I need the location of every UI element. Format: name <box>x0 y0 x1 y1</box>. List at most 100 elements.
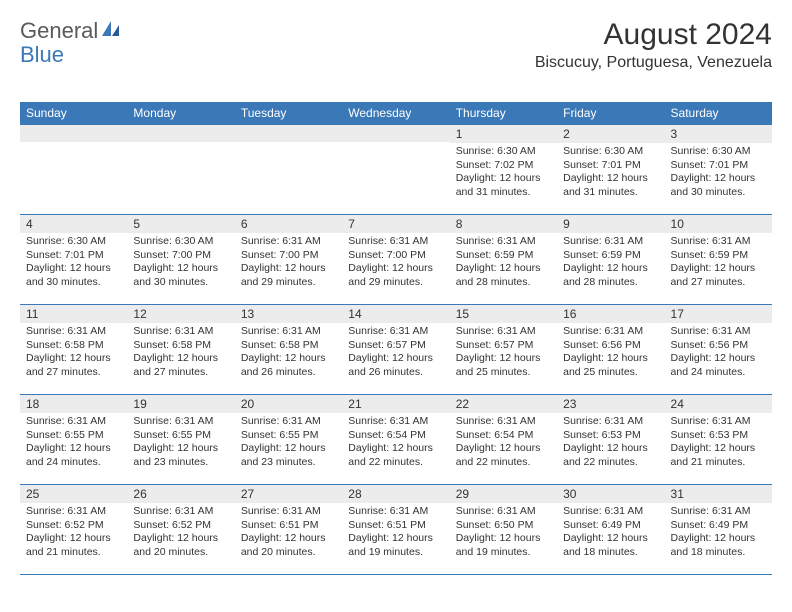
day-number: 10 <box>665 215 772 233</box>
day-number: 7 <box>342 215 449 233</box>
day-cell: 18Sunrise: 6:31 AMSunset: 6:55 PMDayligh… <box>20 395 127 485</box>
day-info: Sunrise: 6:31 AMSunset: 6:49 PMDaylight:… <box>557 503 664 564</box>
day-number: 22 <box>450 395 557 413</box>
day-number: 12 <box>127 305 234 323</box>
logo-blue-wrap: Blue <box>20 42 64 68</box>
calendar-table: Sunday Monday Tuesday Wednesday Thursday… <box>20 102 772 575</box>
day-number: 15 <box>450 305 557 323</box>
day-cell: 31Sunrise: 6:31 AMSunset: 6:49 PMDayligh… <box>665 485 772 575</box>
day-cell: 20Sunrise: 6:31 AMSunset: 6:55 PMDayligh… <box>235 395 342 485</box>
daylight-text: Daylight: 12 hours and 20 minutes. <box>133 532 228 559</box>
daylight-text: Daylight: 12 hours and 27 minutes. <box>671 262 766 289</box>
daylight-text: Daylight: 12 hours and 24 minutes. <box>26 442 121 469</box>
day-number: 30 <box>557 485 664 503</box>
sunset-text: Sunset: 6:54 PM <box>456 429 551 443</box>
day-cell: 24Sunrise: 6:31 AMSunset: 6:53 PMDayligh… <box>665 395 772 485</box>
day-cell <box>235 125 342 215</box>
day-info: Sunrise: 6:31 AMSunset: 6:56 PMDaylight:… <box>557 323 664 384</box>
week-row: 11Sunrise: 6:31 AMSunset: 6:58 PMDayligh… <box>20 305 772 395</box>
sunrise-text: Sunrise: 6:30 AM <box>563 145 658 159</box>
day-number: 19 <box>127 395 234 413</box>
daylight-text: Daylight: 12 hours and 18 minutes. <box>563 532 658 559</box>
dow-wednesday: Wednesday <box>342 102 449 125</box>
dow-tuesday: Tuesday <box>235 102 342 125</box>
day-cell: 27Sunrise: 6:31 AMSunset: 6:51 PMDayligh… <box>235 485 342 575</box>
daylight-text: Daylight: 12 hours and 26 minutes. <box>241 352 336 379</box>
sunset-text: Sunset: 6:56 PM <box>563 339 658 353</box>
sunrise-text: Sunrise: 6:31 AM <box>456 505 551 519</box>
day-info: Sunrise: 6:31 AMSunset: 6:53 PMDaylight:… <box>665 413 772 474</box>
location-text: Biscucuy, Portuguesa, Venezuela <box>535 54 772 72</box>
sunset-text: Sunset: 6:59 PM <box>563 249 658 263</box>
day-number: 9 <box>557 215 664 233</box>
sunset-text: Sunset: 6:55 PM <box>241 429 336 443</box>
empty-day-header <box>342 125 449 142</box>
daylight-text: Daylight: 12 hours and 25 minutes. <box>456 352 551 379</box>
daylight-text: Daylight: 12 hours and 29 minutes. <box>348 262 443 289</box>
day-cell <box>20 125 127 215</box>
sunrise-text: Sunrise: 6:31 AM <box>26 505 121 519</box>
day-info: Sunrise: 6:31 AMSunset: 6:53 PMDaylight:… <box>557 413 664 474</box>
day-cell: 8Sunrise: 6:31 AMSunset: 6:59 PMDaylight… <box>450 215 557 305</box>
dow-monday: Monday <box>127 102 234 125</box>
month-title: August 2024 <box>535 18 772 52</box>
daylight-text: Daylight: 12 hours and 18 minutes. <box>671 532 766 559</box>
sunset-text: Sunset: 6:50 PM <box>456 519 551 533</box>
day-info: Sunrise: 6:31 AMSunset: 6:50 PMDaylight:… <box>450 503 557 564</box>
day-info: Sunrise: 6:31 AMSunset: 6:58 PMDaylight:… <box>20 323 127 384</box>
day-cell: 6Sunrise: 6:31 AMSunset: 7:00 PMDaylight… <box>235 215 342 305</box>
dow-thursday: Thursday <box>450 102 557 125</box>
sunset-text: Sunset: 7:00 PM <box>241 249 336 263</box>
day-info: Sunrise: 6:30 AMSunset: 7:02 PMDaylight:… <box>450 143 557 204</box>
dow-saturday: Saturday <box>665 102 772 125</box>
daylight-text: Daylight: 12 hours and 22 minutes. <box>348 442 443 469</box>
day-info: Sunrise: 6:31 AMSunset: 6:59 PMDaylight:… <box>450 233 557 294</box>
day-info: Sunrise: 6:30 AMSunset: 7:01 PMDaylight:… <box>20 233 127 294</box>
weeks-body: 1Sunrise: 6:30 AMSunset: 7:02 PMDaylight… <box>20 125 772 575</box>
day-info: Sunrise: 6:31 AMSunset: 6:58 PMDaylight:… <box>127 323 234 384</box>
day-info: Sunrise: 6:31 AMSunset: 7:00 PMDaylight:… <box>342 233 449 294</box>
sunrise-text: Sunrise: 6:31 AM <box>671 415 766 429</box>
day-info: Sunrise: 6:31 AMSunset: 6:49 PMDaylight:… <box>665 503 772 564</box>
day-info: Sunrise: 6:31 AMSunset: 6:51 PMDaylight:… <box>235 503 342 564</box>
day-number: 14 <box>342 305 449 323</box>
empty-day-header <box>20 125 127 142</box>
day-cell: 12Sunrise: 6:31 AMSunset: 6:58 PMDayligh… <box>127 305 234 395</box>
sunset-text: Sunset: 6:54 PM <box>348 429 443 443</box>
day-cell: 14Sunrise: 6:31 AMSunset: 6:57 PMDayligh… <box>342 305 449 395</box>
sunrise-text: Sunrise: 6:30 AM <box>26 235 121 249</box>
sunset-text: Sunset: 6:52 PM <box>133 519 228 533</box>
day-cell: 19Sunrise: 6:31 AMSunset: 6:55 PMDayligh… <box>127 395 234 485</box>
week-row: 18Sunrise: 6:31 AMSunset: 6:55 PMDayligh… <box>20 395 772 485</box>
sunrise-text: Sunrise: 6:31 AM <box>241 325 336 339</box>
day-cell: 16Sunrise: 6:31 AMSunset: 6:56 PMDayligh… <box>557 305 664 395</box>
day-cell: 9Sunrise: 6:31 AMSunset: 6:59 PMDaylight… <box>557 215 664 305</box>
daylight-text: Daylight: 12 hours and 30 minutes. <box>133 262 228 289</box>
daylight-text: Daylight: 12 hours and 23 minutes. <box>133 442 228 469</box>
title-block: August 2024 Biscucuy, Portuguesa, Venezu… <box>535 18 772 72</box>
day-number: 28 <box>342 485 449 503</box>
sunrise-text: Sunrise: 6:31 AM <box>26 325 121 339</box>
sunset-text: Sunset: 6:53 PM <box>563 429 658 443</box>
sunrise-text: Sunrise: 6:31 AM <box>133 415 228 429</box>
daylight-text: Daylight: 12 hours and 27 minutes. <box>26 352 121 379</box>
daylight-text: Daylight: 12 hours and 30 minutes. <box>671 172 766 199</box>
day-cell: 4Sunrise: 6:30 AMSunset: 7:01 PMDaylight… <box>20 215 127 305</box>
empty-day-header <box>235 125 342 142</box>
sunset-text: Sunset: 6:53 PM <box>671 429 766 443</box>
day-number: 26 <box>127 485 234 503</box>
sunrise-text: Sunrise: 6:31 AM <box>671 325 766 339</box>
daylight-text: Daylight: 12 hours and 19 minutes. <box>456 532 551 559</box>
sunset-text: Sunset: 7:01 PM <box>563 159 658 173</box>
daylight-text: Daylight: 12 hours and 22 minutes. <box>456 442 551 469</box>
day-cell: 5Sunrise: 6:30 AMSunset: 7:00 PMDaylight… <box>127 215 234 305</box>
sunrise-text: Sunrise: 6:31 AM <box>241 415 336 429</box>
day-cell: 7Sunrise: 6:31 AMSunset: 7:00 PMDaylight… <box>342 215 449 305</box>
day-number: 18 <box>20 395 127 413</box>
day-number: 2 <box>557 125 664 143</box>
empty-day-header <box>127 125 234 142</box>
day-cell: 10Sunrise: 6:31 AMSunset: 6:59 PMDayligh… <box>665 215 772 305</box>
day-cell <box>127 125 234 215</box>
days-of-week-row: Sunday Monday Tuesday Wednesday Thursday… <box>20 102 772 125</box>
logo-text-general: General <box>20 18 98 44</box>
